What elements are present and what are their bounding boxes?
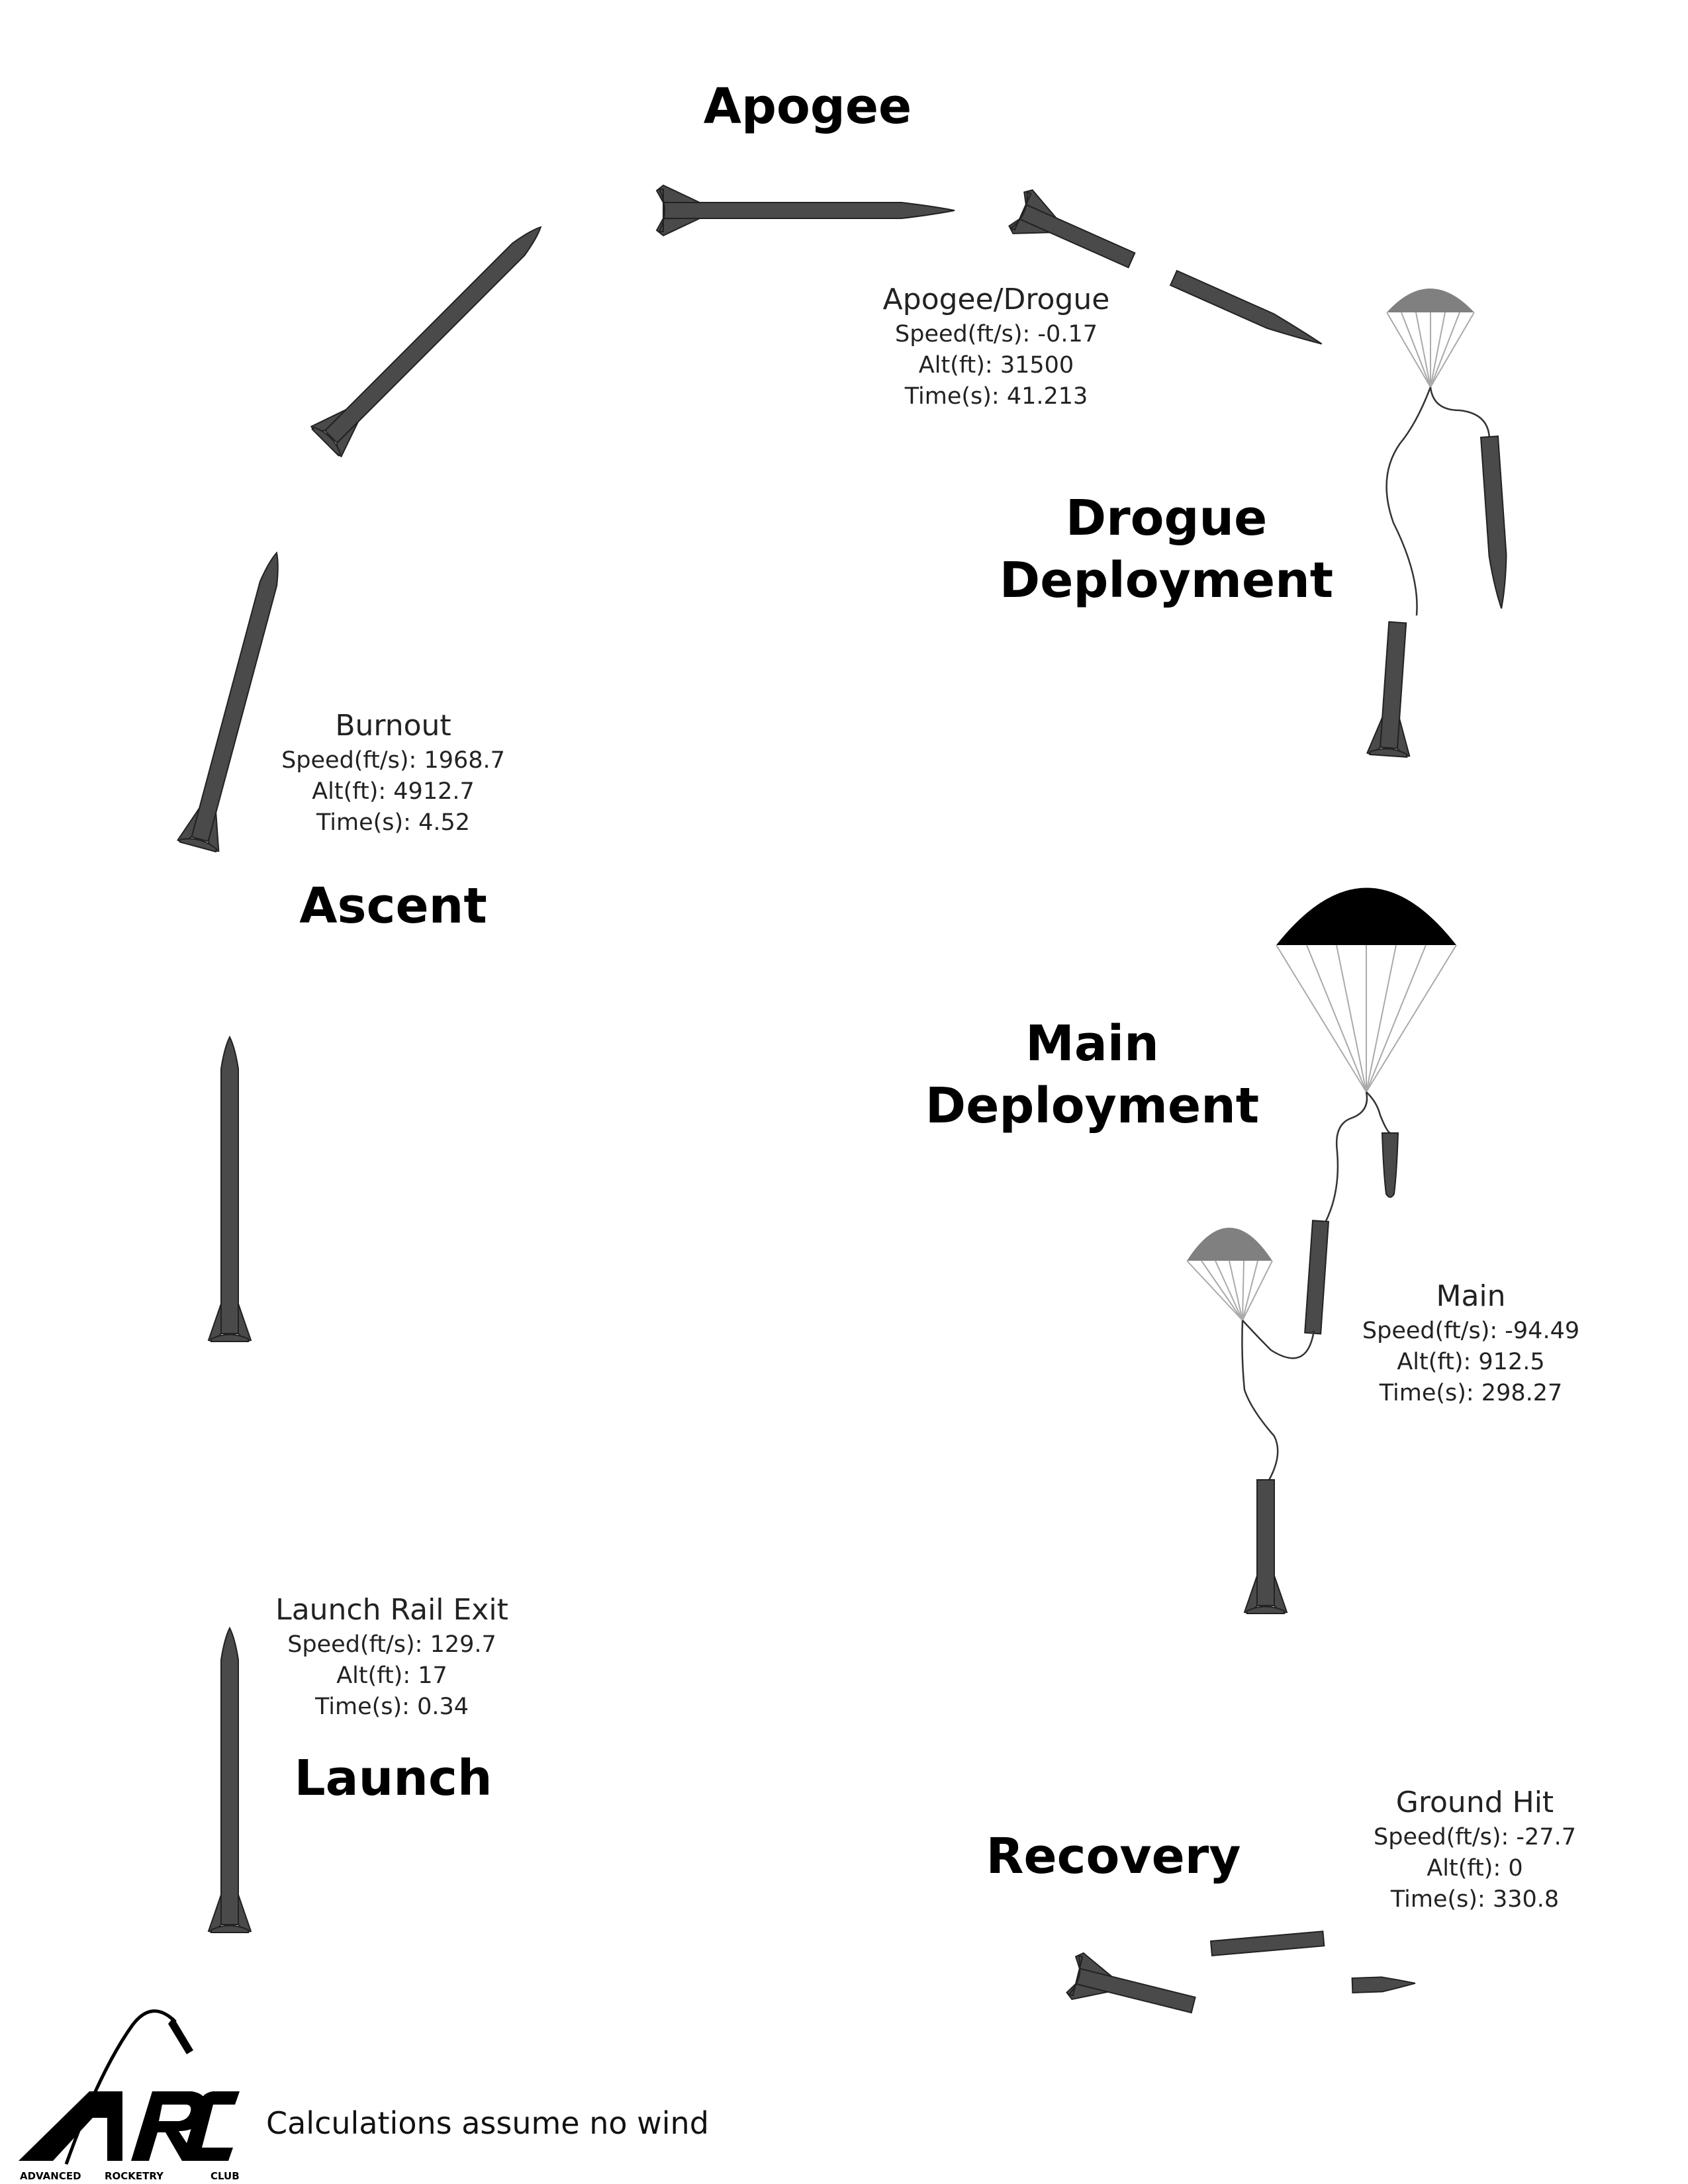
phase-label-main-deployment: Main Deployment (925, 1013, 1259, 1137)
event-title: Burnout (335, 709, 451, 743)
rocket-icon (176, 546, 298, 853)
rocket-icon (1169, 269, 1323, 345)
phase-label-drogue-deployment: Drogue Deployment (1000, 487, 1333, 612)
event-ground-hit: Ground Hit Speed(ft/s): -27.7 Alt(ft): 0… (1374, 1784, 1576, 1915)
rocket-icon (1304, 1220, 1330, 1335)
event-speed: Speed(ft/s): -0.17 (895, 321, 1098, 347)
event-title: Main (1436, 1279, 1506, 1313)
phase-label-line: Deployment (925, 1077, 1260, 1134)
event-speed: Speed(ft/s): -94.49 (1362, 1318, 1580, 1344)
rocket-icon (656, 185, 955, 236)
rocket-icon (208, 1627, 252, 1933)
event-time: Time(s): 41.213 (904, 383, 1088, 410)
logo-tagline-2: ROCKETRY (105, 2170, 164, 2182)
event-altitude: Alt(ft): 0 (1427, 1855, 1523, 1882)
phase-label-launch: Launch (294, 1750, 492, 1807)
rocket-icon (309, 211, 557, 459)
event-time: Time(s): 4.52 (316, 809, 471, 836)
rocket-icon (1008, 189, 1136, 269)
logo-tagline-3: CLUB (211, 2170, 240, 2182)
rocket-icon (208, 1036, 252, 1342)
event-main: Main Speed(ft/s): -94.49 Alt(ft): 912.5 … (1362, 1277, 1579, 1409)
rocket-icon (1381, 1132, 1399, 1198)
event-altitude: Alt(ft): 17 (336, 1662, 447, 1689)
event-speed: Speed(ft/s): 129.7 (287, 1631, 496, 1658)
event-title: Launch Rail Exit (275, 1593, 508, 1627)
rocket-icon (1351, 1976, 1416, 1994)
rocket-icon (1479, 435, 1507, 609)
phase-label-apogee: Apogee (703, 78, 912, 135)
event-time: Time(s): 0.34 (314, 1694, 469, 1720)
parachute-icon (1186, 1228, 1315, 1486)
rocket-icon (1066, 1952, 1196, 2014)
footnote: Calculations assume no wind (266, 2105, 709, 2141)
phase-label-line: Deployment (999, 552, 1334, 609)
event-altitude: Alt(ft): 912.5 (1397, 1349, 1545, 1375)
rocket-icon (1244, 1479, 1288, 1614)
event-altitude: Alt(ft): 4912.7 (312, 778, 475, 805)
event-title: Apogee/Drogue (882, 283, 1110, 316)
event-time: Time(s): 330.8 (1390, 1886, 1560, 1913)
event-burnout: Burnout Speed(ft/s): 1968.7 Alt(ft): 491… (281, 707, 505, 839)
event-altitude: Alt(ft): 31500 (918, 352, 1074, 379)
phase-label-recovery: Recovery (986, 1828, 1241, 1885)
rocket-icon (1366, 620, 1420, 758)
event-speed: Speed(ft/s): 1968.7 (281, 747, 505, 774)
arc-logo-icon: ADVANCED ROCKETRY CLUB (19, 2009, 240, 2182)
phase-label-line: Drogue (1065, 490, 1268, 547)
logo-tagline-1: ADVANCED (20, 2170, 81, 2182)
phase-label-line: Main (1025, 1015, 1159, 1072)
event-speed: Speed(ft/s): -27.7 (1374, 1824, 1576, 1850)
event-apogee-drogue: Apogee/Drogue Speed(ft/s): -0.17 Alt(ft)… (883, 281, 1110, 412)
rocket-icon (1209, 1931, 1325, 1957)
event-launch-rail-exit: Launch Rail Exit Speed(ft/s): 129.7 Alt(… (275, 1591, 508, 1723)
parachute-icon (1276, 887, 1457, 1222)
phase-label-ascent: Ascent (299, 878, 487, 934)
event-title: Ground Hit (1395, 1786, 1554, 1819)
parachute-icon (1385, 289, 1491, 616)
event-time: Time(s): 298.27 (1379, 1380, 1563, 1406)
